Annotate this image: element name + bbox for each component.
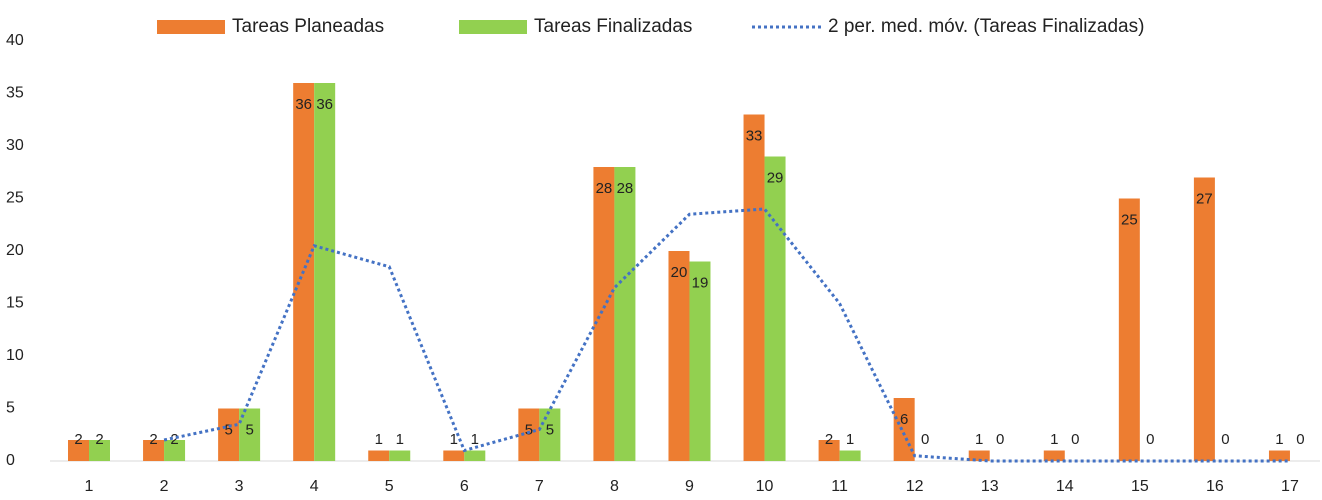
value-label: 27 bbox=[1196, 190, 1213, 207]
x-tick-label: 9 bbox=[685, 478, 694, 495]
value-label: 29 bbox=[767, 169, 784, 186]
bar bbox=[1118, 198, 1140, 461]
legend-swatch bbox=[157, 20, 225, 34]
value-label: 1 bbox=[471, 431, 479, 448]
legend-label: 2 per. med. móv. (Tareas Finalizadas) bbox=[828, 16, 1144, 37]
y-tick-label: 20 bbox=[6, 242, 24, 259]
value-label: 2 bbox=[825, 431, 833, 448]
value-label: 1 bbox=[846, 431, 854, 448]
y-tick-label: 0 bbox=[6, 452, 15, 469]
value-label: 2 bbox=[149, 431, 157, 448]
value-label: 36 bbox=[316, 96, 333, 113]
x-tick-label: 14 bbox=[1056, 478, 1074, 495]
value-label: 1 bbox=[396, 431, 404, 448]
legend-label: Tareas Planeadas bbox=[232, 16, 384, 37]
x-tick-label: 8 bbox=[610, 478, 619, 495]
y-tick-label: 40 bbox=[6, 32, 24, 49]
bar bbox=[1193, 177, 1215, 461]
bar bbox=[764, 156, 786, 461]
value-label: 36 bbox=[295, 96, 312, 113]
bar bbox=[314, 83, 336, 461]
value-label: 28 bbox=[617, 180, 634, 197]
value-label: 0 bbox=[1296, 431, 1304, 448]
value-label: 19 bbox=[692, 274, 709, 291]
value-label: 0 bbox=[1071, 431, 1079, 448]
value-label: 1 bbox=[450, 431, 458, 448]
bar bbox=[839, 450, 861, 461]
bar bbox=[518, 408, 540, 461]
bar bbox=[539, 408, 561, 461]
value-label: 0 bbox=[1146, 431, 1154, 448]
bar bbox=[143, 440, 165, 461]
x-tick-label: 6 bbox=[460, 478, 469, 495]
x-tick-label: 13 bbox=[981, 478, 999, 495]
y-tick-label: 35 bbox=[6, 85, 24, 102]
x-tick-label: 12 bbox=[906, 478, 924, 495]
value-label: 5 bbox=[525, 421, 533, 438]
value-label: 1 bbox=[1050, 431, 1058, 448]
legend-swatch bbox=[459, 20, 527, 34]
bar bbox=[968, 450, 990, 461]
value-label: 0 bbox=[996, 431, 1004, 448]
x-tick-label: 4 bbox=[310, 478, 319, 495]
y-tick-label: 15 bbox=[6, 295, 24, 312]
x-tick-label: 15 bbox=[1131, 478, 1149, 495]
value-label: 2 bbox=[170, 431, 178, 448]
bar bbox=[239, 408, 261, 461]
bar bbox=[164, 440, 186, 461]
value-label: 25 bbox=[1121, 211, 1138, 228]
value-label: 6 bbox=[900, 411, 908, 428]
y-tick-label: 5 bbox=[6, 400, 15, 417]
bar bbox=[614, 167, 636, 461]
bar bbox=[368, 450, 390, 461]
y-tick-label: 10 bbox=[6, 347, 24, 364]
value-label: 1 bbox=[375, 431, 383, 448]
bar bbox=[443, 450, 465, 461]
bar bbox=[68, 440, 89, 461]
value-label: 20 bbox=[671, 264, 688, 281]
value-label: 5 bbox=[224, 421, 232, 438]
value-label: 5 bbox=[546, 421, 554, 438]
bar bbox=[1043, 450, 1065, 461]
bar bbox=[89, 440, 110, 461]
value-label: 28 bbox=[596, 180, 613, 197]
bar bbox=[689, 261, 711, 461]
x-tick-label: 2 bbox=[160, 478, 169, 495]
x-tick-label: 10 bbox=[756, 478, 774, 495]
x-tick-label: 3 bbox=[235, 478, 244, 495]
y-tick-label: 25 bbox=[6, 190, 24, 207]
bar bbox=[668, 251, 690, 461]
value-label: 5 bbox=[245, 421, 253, 438]
x-tick-label: 1 bbox=[85, 478, 94, 495]
bar bbox=[389, 450, 411, 461]
bar bbox=[818, 440, 840, 461]
x-tick-label: 5 bbox=[385, 478, 394, 495]
legend-label: Tareas Finalizadas bbox=[534, 16, 692, 37]
y-tick-label: 30 bbox=[6, 137, 24, 154]
bar bbox=[218, 408, 240, 461]
value-label: 0 bbox=[921, 431, 929, 448]
value-label: 1 bbox=[1275, 431, 1283, 448]
value-label: 2 bbox=[95, 431, 103, 448]
bar bbox=[743, 114, 765, 461]
x-tick-label: 7 bbox=[535, 478, 544, 495]
x-tick-label: 11 bbox=[831, 478, 848, 495]
value-label: 1 bbox=[975, 431, 983, 448]
bar bbox=[593, 167, 615, 461]
bar bbox=[464, 450, 486, 461]
value-label: 2 bbox=[74, 431, 82, 448]
value-label: 33 bbox=[746, 127, 763, 144]
value-label: 0 bbox=[1221, 431, 1229, 448]
bar bbox=[1268, 450, 1290, 461]
x-tick-label: 17 bbox=[1281, 478, 1299, 495]
x-tick-label: 16 bbox=[1206, 478, 1224, 495]
